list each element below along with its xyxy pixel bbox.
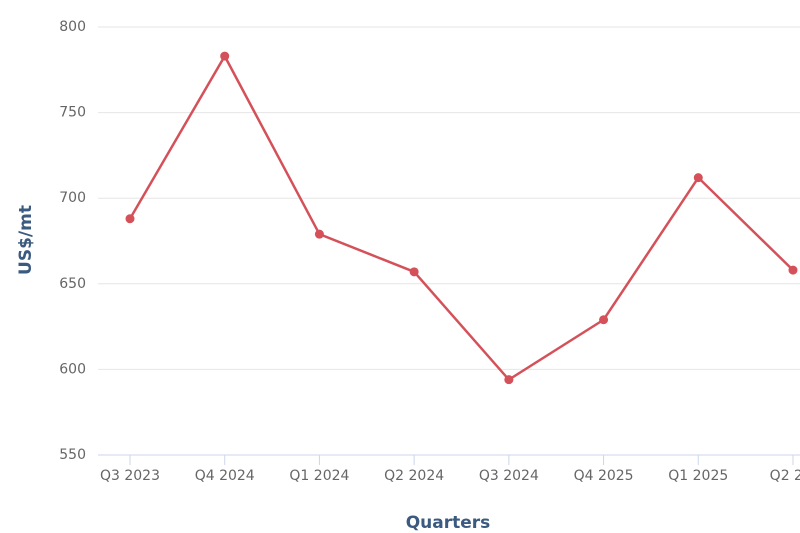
y-tick-label: 650 — [59, 276, 86, 292]
data-point — [504, 375, 514, 385]
series-line — [128, 53, 794, 382]
y-tick-label: 700 — [59, 190, 86, 206]
x-tick-label: Q2 2024 — [384, 468, 444, 484]
y-axis-title: US$/mt — [16, 205, 36, 275]
data-point — [599, 315, 609, 325]
data-point — [693, 173, 703, 183]
data-point — [125, 214, 135, 224]
y-tick-label: 600 — [59, 361, 86, 377]
x-tick-label: Q1 2025 — [668, 468, 728, 484]
data-point — [788, 265, 798, 275]
x-tick-label: Q4 2025 — [574, 468, 634, 484]
x-tick-label: Q3 2024 — [479, 468, 539, 484]
data-point — [409, 267, 419, 277]
x-tick-label: Q4 2024 — [195, 468, 255, 484]
data-point — [220, 51, 230, 61]
x-tick-label: Q1 2024 — [289, 468, 349, 484]
y-tick-label: 800 — [59, 19, 86, 35]
y-tick-label: 750 — [59, 105, 86, 121]
y-tick-label: 550 — [59, 447, 86, 463]
x-axis-title: Quarters — [406, 513, 491, 533]
data-point — [314, 229, 324, 239]
x-tick-label: Q3 2023 — [100, 468, 160, 484]
x-tick-label: Q2 2... — [770, 468, 800, 484]
